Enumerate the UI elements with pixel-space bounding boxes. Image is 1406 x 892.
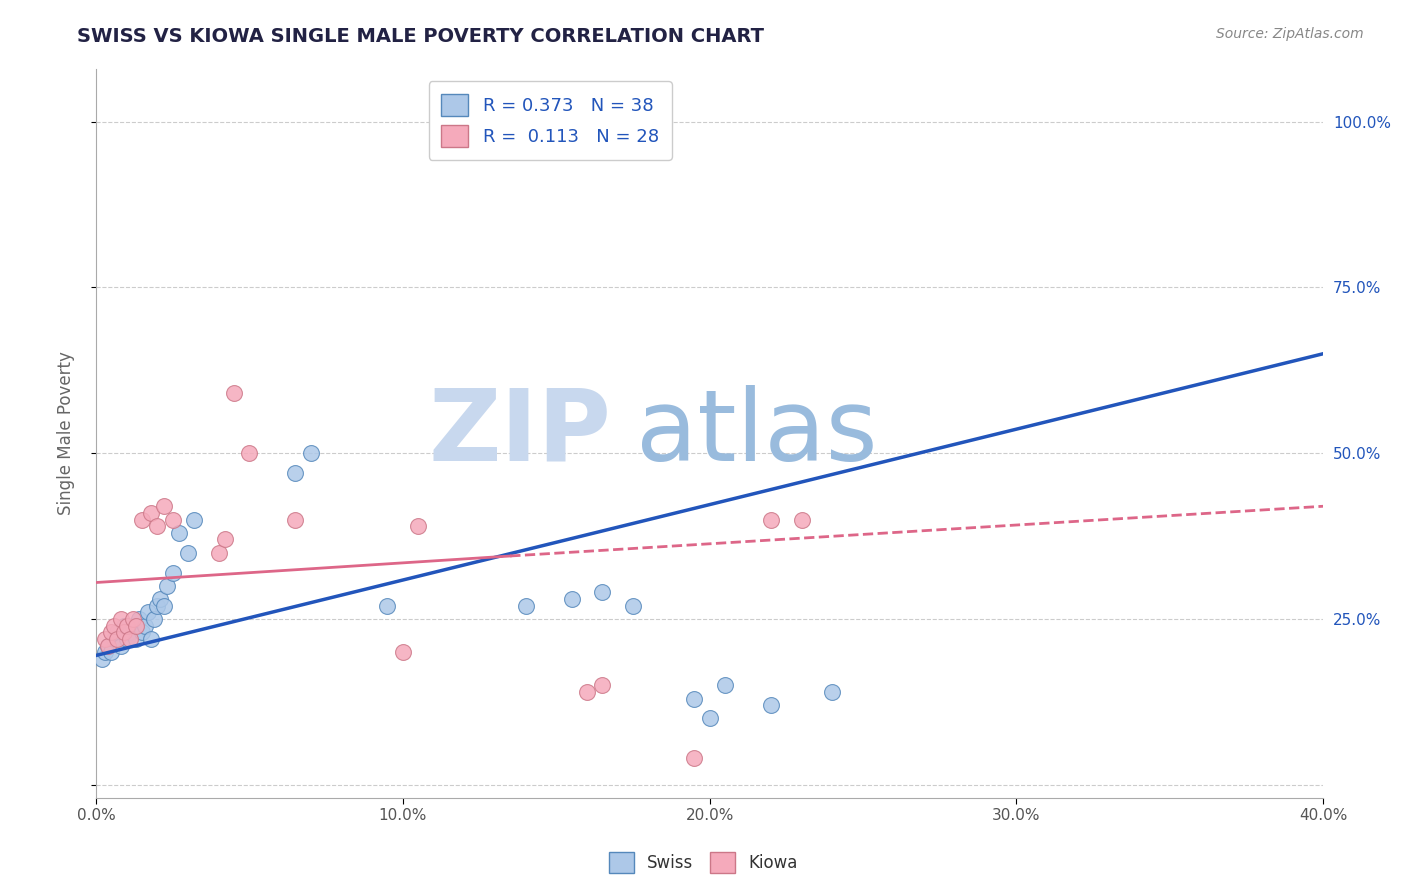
Point bbox=[121, 612, 143, 626]
Point bbox=[103, 632, 125, 646]
Point bbox=[299, 446, 322, 460]
Point bbox=[683, 691, 706, 706]
Point bbox=[94, 632, 117, 646]
Point bbox=[131, 625, 153, 640]
Point bbox=[714, 678, 737, 692]
Point bbox=[131, 512, 153, 526]
Point bbox=[222, 386, 245, 401]
Point bbox=[699, 711, 721, 725]
Point bbox=[125, 632, 148, 646]
Point bbox=[152, 599, 174, 613]
Point bbox=[759, 512, 782, 526]
Point bbox=[110, 612, 132, 626]
Point bbox=[141, 632, 163, 646]
Point bbox=[683, 751, 706, 765]
Point bbox=[152, 500, 174, 514]
Point bbox=[107, 625, 129, 640]
Point bbox=[284, 466, 307, 480]
Point bbox=[284, 512, 307, 526]
Point bbox=[112, 618, 135, 632]
Text: ZIP: ZIP bbox=[429, 384, 612, 482]
Point bbox=[112, 625, 135, 640]
Legend: R = 0.373   N = 38, R =  0.113   N = 28: R = 0.373 N = 38, R = 0.113 N = 28 bbox=[429, 81, 672, 160]
Point bbox=[214, 533, 236, 547]
Point bbox=[392, 645, 415, 659]
Point bbox=[143, 612, 166, 626]
Point bbox=[121, 618, 143, 632]
Point bbox=[515, 599, 537, 613]
Point bbox=[177, 546, 200, 560]
Point bbox=[100, 645, 122, 659]
Point bbox=[561, 592, 583, 607]
Point bbox=[167, 525, 190, 540]
Point bbox=[134, 618, 156, 632]
Point bbox=[238, 446, 260, 460]
Point bbox=[591, 585, 613, 599]
Point bbox=[97, 639, 120, 653]
Point bbox=[97, 639, 120, 653]
Point bbox=[118, 632, 141, 646]
Text: Source: ZipAtlas.com: Source: ZipAtlas.com bbox=[1216, 27, 1364, 41]
Point bbox=[128, 612, 150, 626]
Point bbox=[125, 618, 148, 632]
Point bbox=[406, 519, 429, 533]
Point bbox=[146, 519, 169, 533]
Point bbox=[103, 618, 125, 632]
Point bbox=[162, 566, 184, 580]
Point bbox=[759, 698, 782, 713]
Point bbox=[821, 685, 844, 699]
Point bbox=[149, 592, 172, 607]
Point bbox=[115, 618, 138, 632]
Point bbox=[107, 632, 129, 646]
Point bbox=[377, 599, 399, 613]
Legend: Swiss, Kiowa: Swiss, Kiowa bbox=[602, 846, 804, 880]
Point bbox=[110, 639, 132, 653]
Point bbox=[208, 546, 231, 560]
Point bbox=[790, 512, 813, 526]
Point bbox=[136, 606, 159, 620]
Point bbox=[94, 645, 117, 659]
Point bbox=[115, 632, 138, 646]
Point bbox=[575, 685, 598, 699]
Point bbox=[155, 579, 177, 593]
Y-axis label: Single Male Poverty: Single Male Poverty bbox=[58, 351, 75, 516]
Point bbox=[621, 599, 644, 613]
Text: atlas: atlas bbox=[636, 384, 877, 482]
Point bbox=[162, 512, 184, 526]
Point bbox=[146, 599, 169, 613]
Point bbox=[183, 512, 205, 526]
Point bbox=[118, 625, 141, 640]
Point bbox=[591, 678, 613, 692]
Point bbox=[100, 625, 122, 640]
Point bbox=[91, 652, 114, 666]
Text: SWISS VS KIOWA SINGLE MALE POVERTY CORRELATION CHART: SWISS VS KIOWA SINGLE MALE POVERTY CORRE… bbox=[77, 27, 765, 45]
Point bbox=[141, 506, 163, 520]
